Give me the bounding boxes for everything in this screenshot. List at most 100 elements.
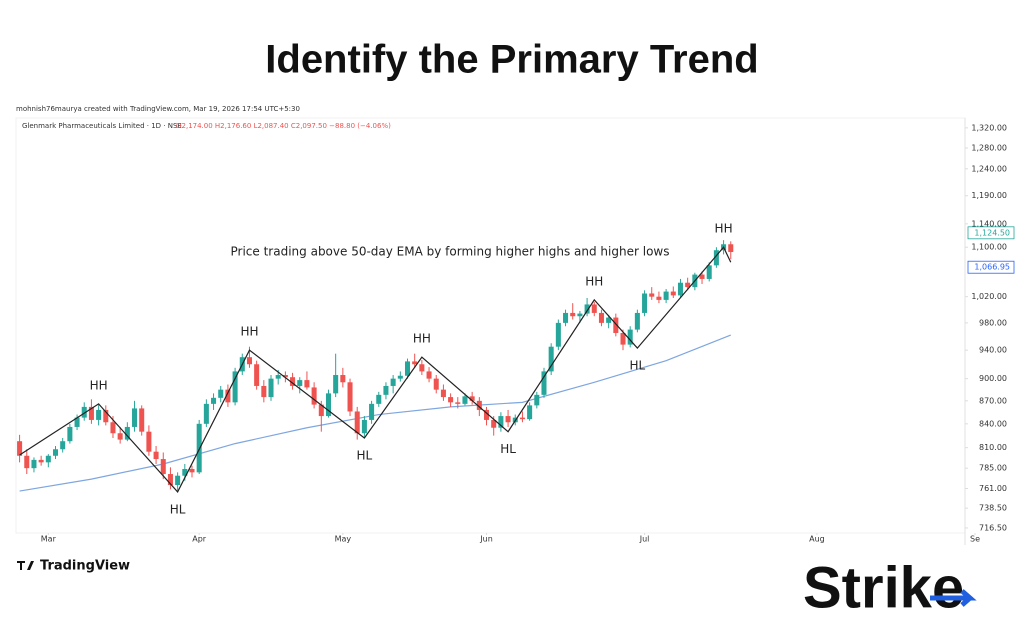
y-tick-label: 980.00 [979,318,1007,327]
candle [117,426,123,444]
candle-body [211,397,217,404]
candle [88,399,94,424]
candle [620,329,626,351]
candle-body [275,375,281,379]
candle-body [670,291,676,296]
candle-body [369,403,375,420]
candle [132,400,138,432]
candle-body [182,468,188,476]
candle-body [110,422,116,434]
candle [390,375,396,394]
candle-body [354,411,360,434]
candle [699,271,705,284]
y-tick-label: 1,140.00 [971,219,1007,228]
candle-body [376,394,382,404]
swing-label: HL [500,442,516,456]
candle-body [462,396,468,404]
candle [433,375,439,394]
candle [440,384,446,401]
tv-text: TradingView [40,559,130,574]
candle-body [699,274,705,279]
candle [333,353,339,398]
candle [584,297,590,317]
candle [167,467,173,490]
candle [563,309,569,327]
candle [591,301,597,317]
candle-body [541,371,547,395]
candle-body [254,364,260,386]
plot-area [15,117,966,534]
candle [606,314,612,329]
candle-body [519,417,525,420]
candle [38,455,44,466]
candle [31,457,37,473]
price-label: 1,124.50 [974,228,1010,237]
candle-body [268,378,274,398]
candle-body [728,244,734,253]
candle-body [52,449,59,456]
brand-logo: Strike [803,555,977,620]
candle-body [649,293,655,297]
candle [297,377,303,394]
candle [412,353,418,368]
x-tick-label: May [335,535,352,544]
candle [706,262,712,282]
candle [383,382,389,400]
candle [548,343,554,376]
candle-body [232,371,238,403]
candle [469,391,475,405]
candle-body [656,296,662,300]
candle [534,391,540,409]
candle [361,416,367,439]
candle-body [17,441,23,456]
candle-body [124,426,130,440]
candle-body [160,459,166,475]
swing-label: HH [90,378,108,392]
candle [196,419,202,475]
candle-body [225,389,231,403]
candle-body [591,304,597,313]
candle-body [246,357,252,365]
y-tick-label: 1,190.00 [971,191,1007,200]
candle-body [261,385,267,398]
candle-body [175,475,181,486]
candle [311,382,317,409]
candle-body [706,265,712,279]
candle [555,319,561,351]
x-tick-label: Se [970,535,980,544]
x-tick-label: Jul [639,535,650,544]
swing-label: HL [357,449,373,463]
y-tick-label: 940.00 [979,346,1007,355]
candle-body [304,380,310,388]
candle-body [218,389,224,398]
candle-body [620,332,626,345]
candle [670,286,676,298]
candle [519,411,525,423]
candle [203,399,209,427]
price-label-box [967,226,1015,240]
candle [484,406,490,426]
candle-body [448,397,454,403]
candle-body [598,312,604,323]
candle-body [153,451,159,460]
tradingview-logo: TradingView [17,559,130,574]
swing-label: HL [170,502,186,516]
candle-body [584,304,590,314]
candle-body [361,419,367,434]
candle-body [203,403,209,424]
candle-body [189,468,195,473]
candle-body [498,416,504,428]
candle-body [563,312,569,323]
candle [448,393,454,407]
y-tick-label: 1,020.00 [971,292,1007,301]
swing-label: HH [413,332,431,346]
candle [677,278,683,298]
price-label: 1,066.95 [974,263,1010,272]
candle-body [577,313,583,317]
zigzag-line [19,246,732,494]
candle [498,412,504,432]
candle [685,277,691,291]
candle [369,400,375,424]
candle [67,423,73,444]
candle-body [404,361,411,376]
